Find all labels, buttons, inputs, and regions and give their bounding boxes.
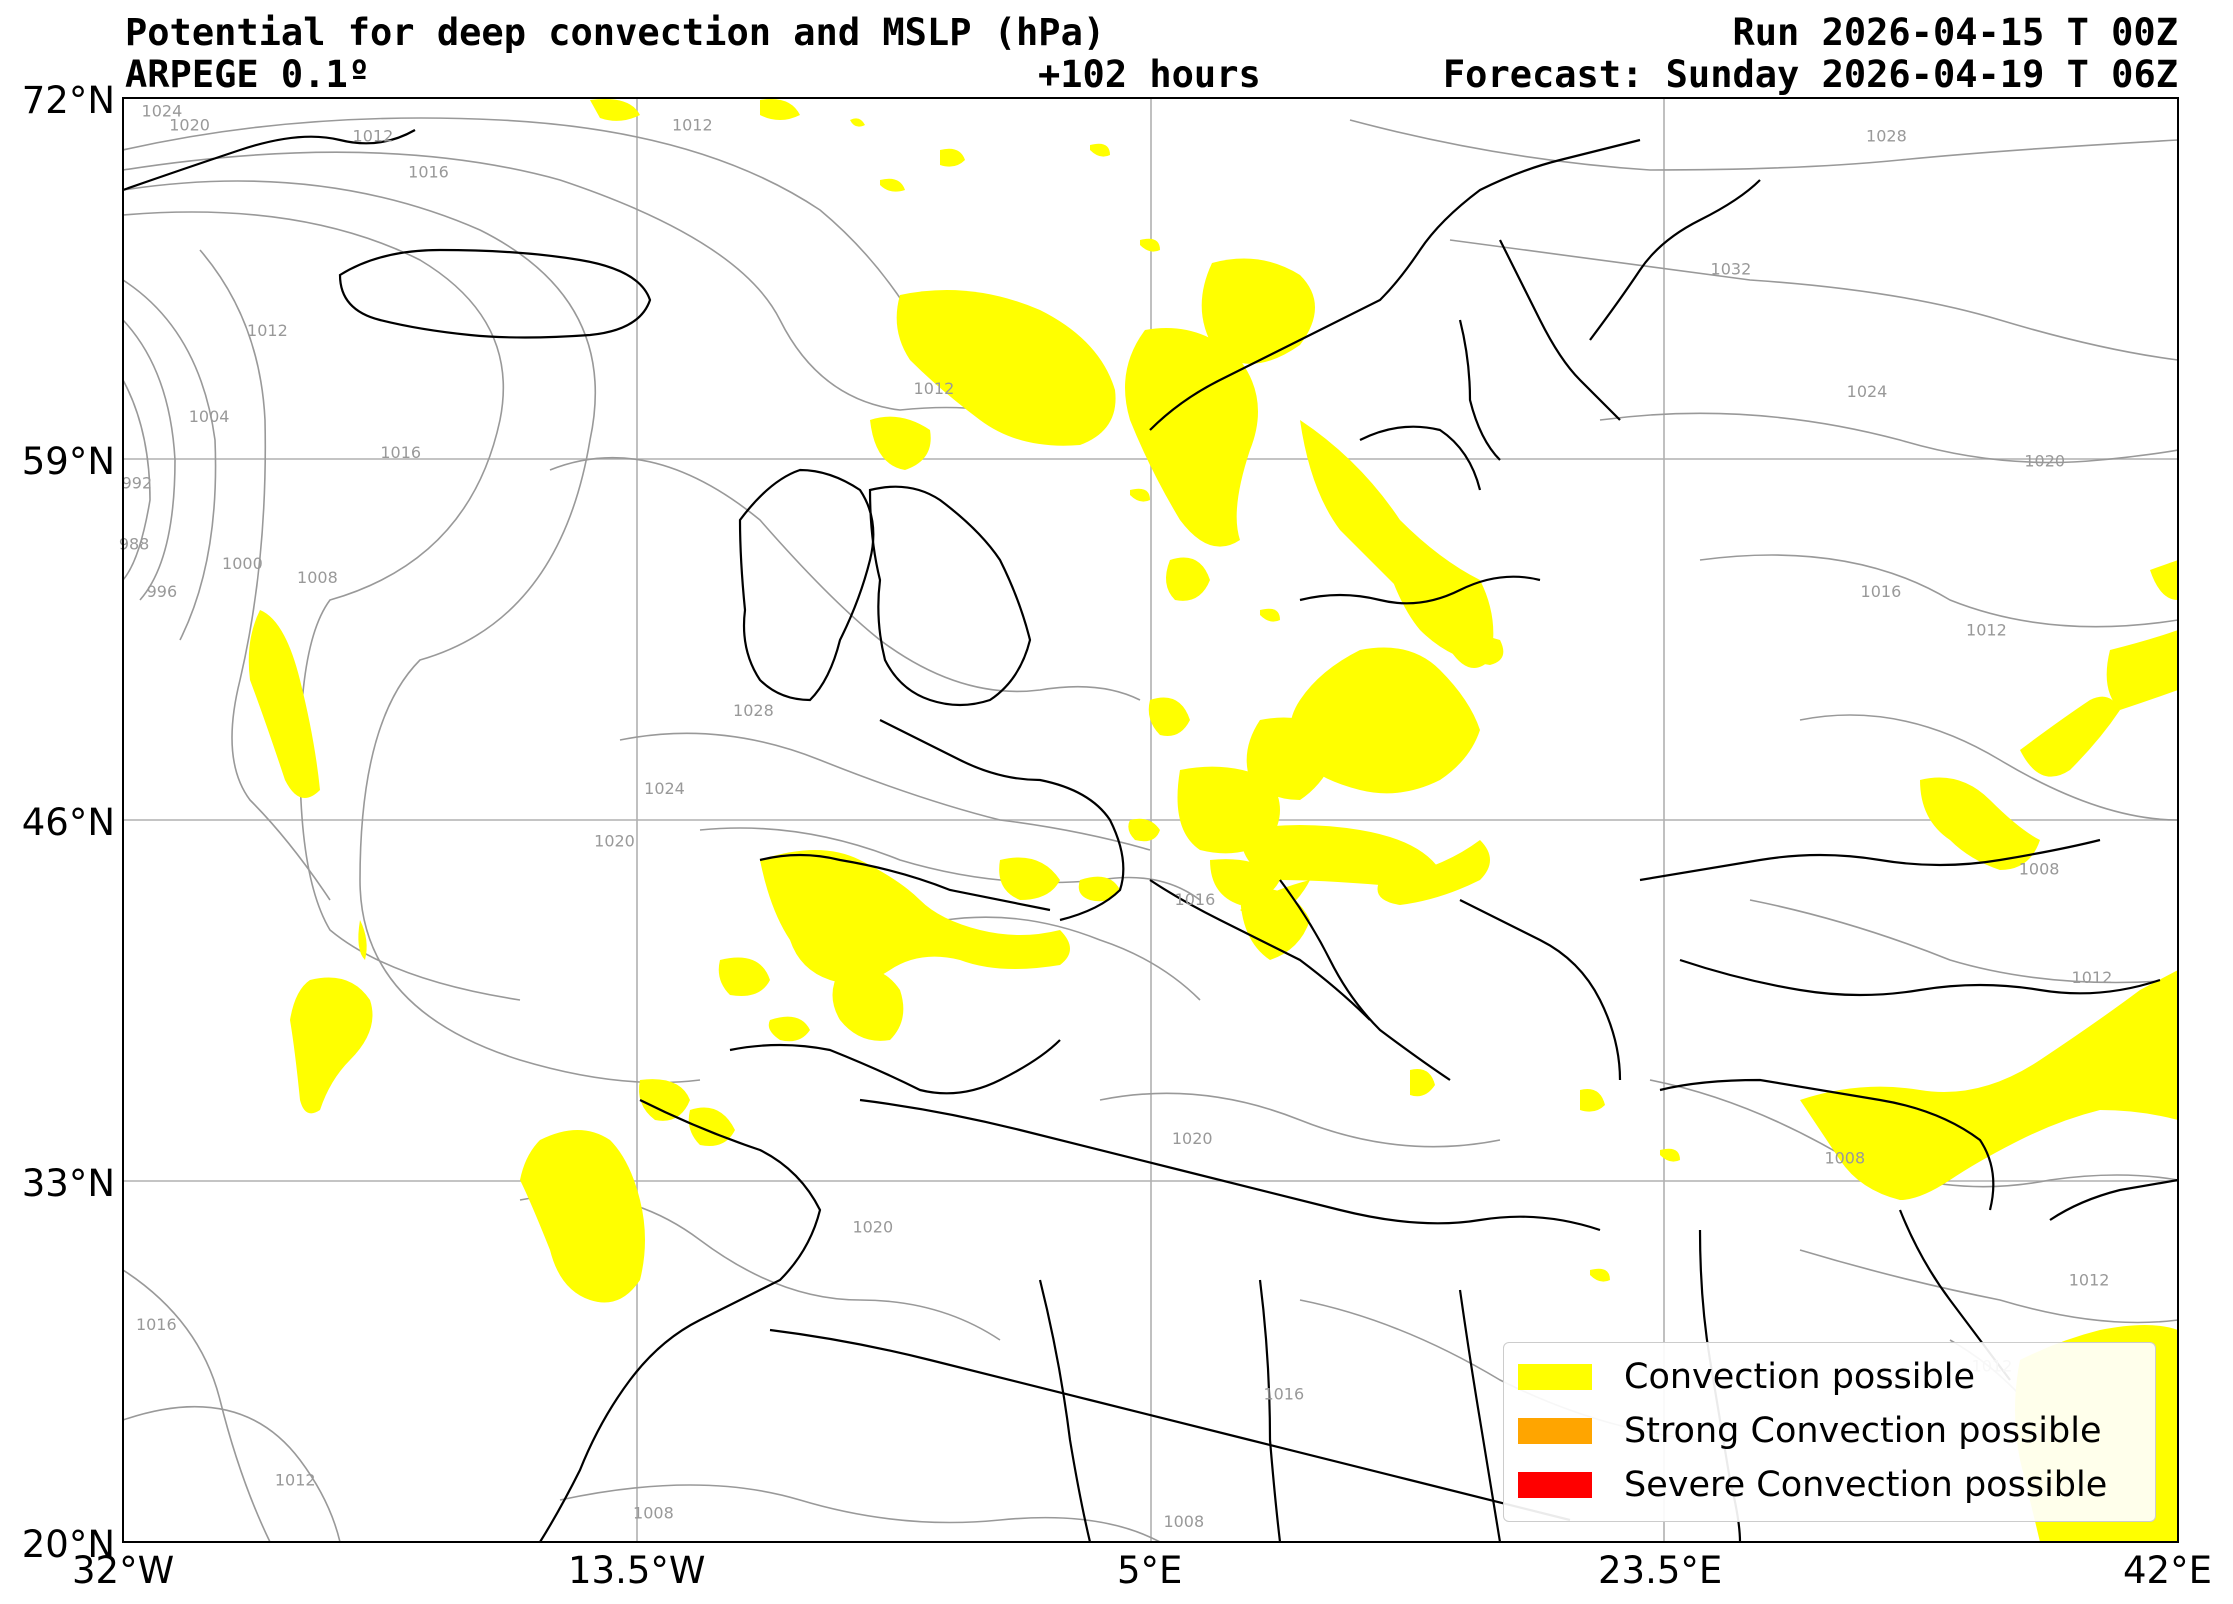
- isobar-label: 996: [147, 582, 178, 601]
- isobar-label: 1012: [275, 1470, 316, 1489]
- legend-swatch-yellow: [1518, 1364, 1592, 1390]
- isobar-label: 1020: [1172, 1129, 1213, 1148]
- legend-swatch-orange: [1518, 1418, 1592, 1444]
- isobar-label: 1020: [852, 1218, 893, 1237]
- isobar-label: 1028: [1866, 126, 1907, 145]
- isobar-label: 1032: [1711, 260, 1752, 279]
- isobar-contours: [123, 117, 2178, 1542]
- isobar-label: 1008: [2019, 860, 2060, 879]
- isobar-label: 1016: [1861, 582, 1902, 601]
- isobar-label: 1008: [297, 568, 338, 587]
- legend-item-severe-convection: Severe Convection possible: [1518, 1465, 2107, 1505]
- legend-label: Strong Convection possible: [1624, 1411, 2102, 1451]
- isobar-label: 1024: [644, 779, 685, 798]
- isobar-label: 1024: [1847, 382, 1888, 401]
- isobar-label: 1004: [189, 407, 230, 426]
- isobar-label: 1008: [1824, 1148, 1865, 1167]
- isobar-label: 1012: [914, 379, 955, 398]
- isobar-label: 988: [119, 535, 150, 554]
- isobar-label: 1028: [733, 701, 774, 720]
- isobar-label: 1012: [2069, 1271, 2110, 1290]
- isobar-label: 1000: [222, 554, 263, 573]
- forecast-time: Forecast: Sunday 2026-04-19 T 06Z: [1442, 53, 2178, 96]
- lat-tick-20: 20°N: [21, 1523, 115, 1566]
- legend-item-strong-convection: Strong Convection possible: [1518, 1411, 2102, 1451]
- isobar-label: 1016: [408, 163, 449, 182]
- lat-tick-46: 46°N: [21, 801, 115, 844]
- lon-tick-42e: 42°E: [2123, 1549, 2212, 1592]
- isobar-label: 1020: [169, 115, 210, 134]
- plot-frame: [122, 97, 2179, 1543]
- coastlines: [123, 129, 2178, 1542]
- isobar-label: 1024: [142, 101, 183, 120]
- convection-areas: [248, 99, 2178, 1542]
- isobar-label: 1020: [2024, 451, 2065, 470]
- isobar-label: 1012: [353, 126, 394, 145]
- lon-tick-5e: 5°E: [1117, 1549, 1183, 1592]
- isobar-label: 1016: [136, 1315, 177, 1334]
- lon-tick-13-5w: 13.5°W: [568, 1549, 706, 1592]
- legend-item-convection: Convection possible: [1518, 1357, 1975, 1397]
- legend: Convection possible Strong Convection po…: [1503, 1342, 2156, 1522]
- lead-time: +102 hours: [1038, 53, 1261, 96]
- legend-label: Severe Convection possible: [1624, 1465, 2108, 1505]
- isobar-label: 1008: [1163, 1512, 1204, 1531]
- isobar-label: 1012: [672, 115, 713, 134]
- lat-tick-33: 33°N: [21, 1162, 115, 1205]
- legend-swatch-red: [1518, 1472, 1592, 1498]
- legend-label: Convection possible: [1624, 1357, 1975, 1397]
- lat-tick-59: 59°N: [21, 440, 115, 483]
- map-title: Potential for deep convection and MSLP (…: [125, 11, 1106, 54]
- lon-tick-23-5e: 23.5°E: [1598, 1549, 1723, 1592]
- isobar-label: 1012: [247, 321, 288, 340]
- isobar-labels: 1024102010121012101610121004992988996100…: [119, 101, 2112, 1531]
- graticule: [123, 98, 2178, 1542]
- isobar-label: 1012: [1966, 621, 2007, 640]
- isobar-label: 1012: [2072, 968, 2113, 987]
- isobar-label: 1008: [633, 1504, 674, 1523]
- isobar-label: 1020: [594, 832, 635, 851]
- isobar-label: 1016: [380, 443, 421, 462]
- isobar-label: 1016: [1175, 890, 1216, 909]
- isobar-label: 1016: [1263, 1384, 1304, 1403]
- lat-tick-72: 72°N: [21, 79, 115, 122]
- model-name: ARPEGE 0.1º: [125, 53, 371, 96]
- run-time: Run 2026-04-15 T 00Z: [1732, 11, 2178, 54]
- lon-tick-32w: 32°W: [72, 1549, 175, 1592]
- isobar-label: 992: [122, 474, 153, 493]
